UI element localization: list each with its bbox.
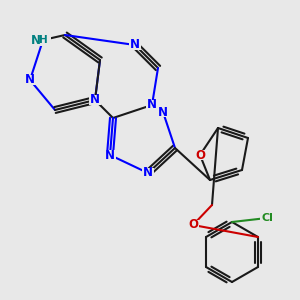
Text: N: N xyxy=(90,94,100,106)
Text: O: O xyxy=(195,148,205,161)
Bar xyxy=(260,213,274,223)
Bar xyxy=(142,168,154,178)
Text: Cl: Cl xyxy=(261,213,273,223)
Bar xyxy=(146,100,158,110)
Text: N: N xyxy=(143,167,153,179)
Bar xyxy=(89,95,101,105)
Text: O: O xyxy=(188,218,198,232)
Text: N: N xyxy=(147,98,157,112)
Text: H: H xyxy=(39,35,47,45)
Bar xyxy=(35,34,50,46)
Text: N: N xyxy=(158,106,168,118)
Bar xyxy=(187,220,199,230)
Bar xyxy=(157,107,169,117)
Bar xyxy=(129,40,141,50)
Text: N: N xyxy=(31,34,40,46)
Text: N: N xyxy=(105,148,115,161)
Text: N: N xyxy=(25,74,35,86)
Bar xyxy=(24,75,36,85)
Bar xyxy=(104,150,116,160)
Bar xyxy=(194,150,206,160)
Text: N: N xyxy=(130,38,140,52)
